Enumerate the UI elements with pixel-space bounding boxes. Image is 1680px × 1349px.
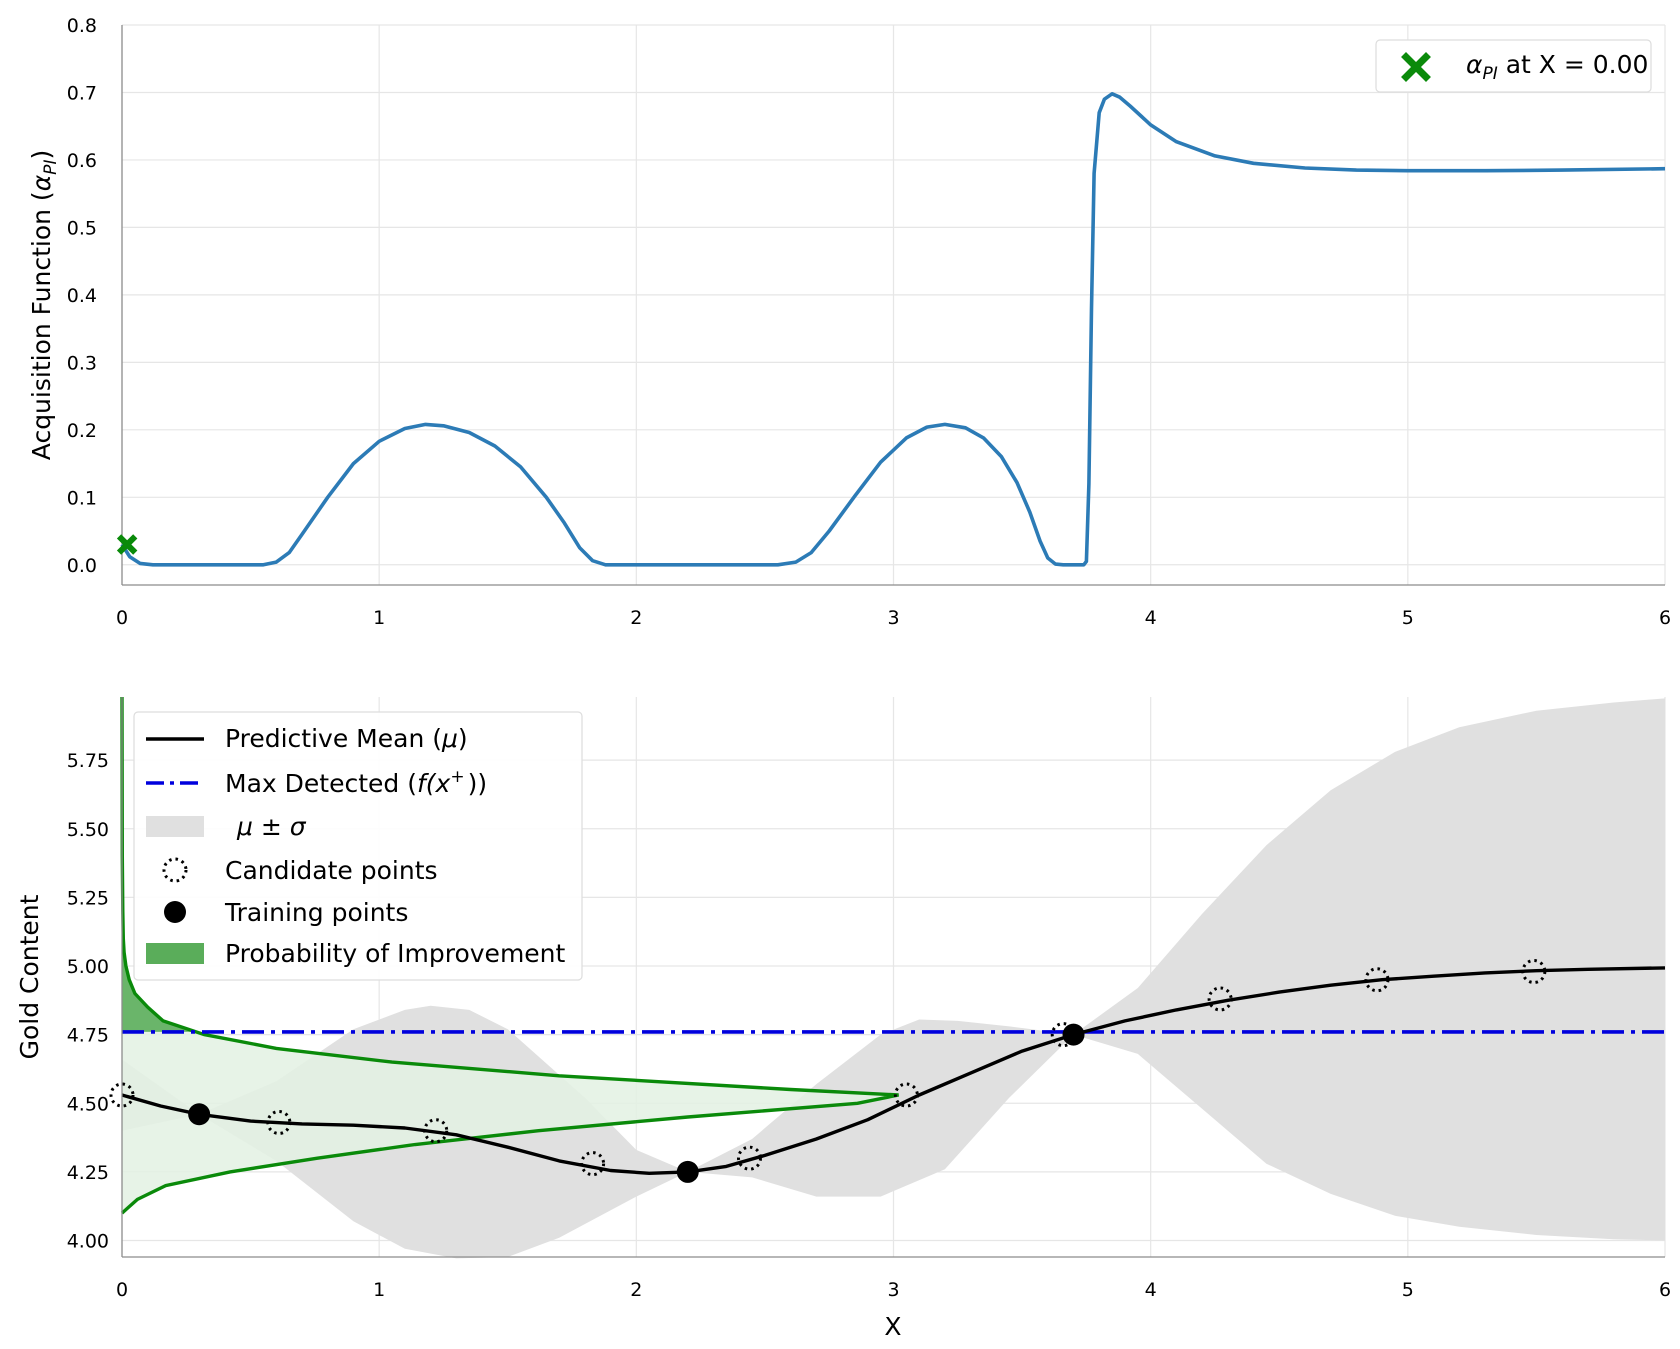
legend-training-label: Training points <box>224 898 408 927</box>
candidate-point <box>736 1145 762 1171</box>
bottom-y-tick-label: 4.75 <box>67 1025 109 1047</box>
legend-candidate-label: Candidate points <box>225 856 438 885</box>
top-x-tick-label: 4 <box>1145 607 1157 629</box>
bottom-legend: Predictive Mean (μ) Max Detected (f(x+))… <box>133 711 583 981</box>
bottom-y-tick-label: 4.25 <box>67 1162 109 1184</box>
top-x-tick-label: 2 <box>630 607 642 629</box>
gp-panel: 0 1 2 3 4 5 64.004.254.504.755.005.255.505.75 … <box>15 696 1671 1341</box>
top-y-tick-label: 0.4 <box>67 285 97 307</box>
pi-density-curve <box>120 696 899 1215</box>
bottom-legend-box <box>133 711 583 981</box>
legend-max-label: Max Detected (f(x+)) <box>225 767 487 798</box>
candidate-point <box>1364 967 1390 993</box>
top-y-tick-label: 0.6 <box>67 150 97 172</box>
bottom-y-tick-label: 5.25 <box>67 887 109 909</box>
bottom-y-axis-label: Gold Content <box>15 894 44 1059</box>
top-legend-label: αPI at X = 0.00 <box>1466 50 1648 84</box>
top-x-tick-label: 1 <box>373 607 385 629</box>
top-y-tick-label: 0.8 <box>67 15 97 37</box>
bottom-y-tick-label: 5.75 <box>67 750 109 772</box>
training-point <box>676 1160 699 1183</box>
top-y-tick-label: 0.7 <box>67 82 97 104</box>
acquisition-max-x-marker <box>116 534 138 555</box>
top-y-tick-label: 0.5 <box>67 217 97 239</box>
top-y-axis-label: Acquisition Function (αPI) <box>27 150 61 460</box>
bottom-y-tick-label: 5.50 <box>67 819 109 841</box>
bottom-x-tick-label: 4 <box>1145 1279 1157 1301</box>
pi-fill-below-max <box>122 1031 899 1214</box>
bottom-ticks: 0 1 2 3 4 5 6 4.00 4.25 4.50 4.75 5.00 5.25 5.50 5.75 <box>67 750 1671 1301</box>
candidate-point <box>1521 959 1547 985</box>
top-y-tick-label: 0.3 <box>67 352 97 374</box>
bottom-x-tick-label: 6 <box>1659 1279 1671 1301</box>
pi-fill-above-max <box>122 697 197 1032</box>
bottom-x-tick-label: 2 <box>630 1279 642 1301</box>
legend-band-icon <box>146 816 204 837</box>
candidate-point <box>1207 986 1233 1012</box>
top-y-tick-label: 0.1 <box>67 487 97 509</box>
candidate-points <box>109 959 1547 1177</box>
bottom-y-tick-label: 4.50 <box>67 1093 109 1115</box>
training-point <box>188 1103 211 1126</box>
bottom-y-tick-label: 4.00 <box>67 1231 109 1253</box>
top-x-tick-label: 5 <box>1402 607 1414 629</box>
legend-mean-label: Predictive Mean (μ) <box>225 724 468 753</box>
bottom-x-axis-label: X <box>884 1312 901 1341</box>
top-x-tick-label: 6 <box>1659 607 1671 629</box>
legend-pi-icon <box>146 943 204 964</box>
legend-training-icon <box>164 901 186 923</box>
top-x-tick-label: 0 <box>116 607 128 629</box>
training-point <box>1062 1023 1085 1046</box>
legend-candidate-icon <box>162 857 188 883</box>
top-legend: αPI at X = 0.00 <box>1375 39 1652 93</box>
acquisition-max-marker <box>116 534 138 555</box>
candidate-point <box>109 1082 135 1108</box>
top-x-tick-label: 3 <box>887 607 899 629</box>
acquisition-panel: 0 1 2 3 4 5 6 0.0 0.1 0.2 0.3 0.4 0.5 0.6 0.7 0.8 Acqui… <box>27 15 1671 629</box>
bottom-x-tick-label: 3 <box>887 1279 899 1301</box>
top-y-tick-label: 0.0 <box>67 555 97 577</box>
training-points <box>188 1023 1085 1183</box>
bottom-x-tick-label: 5 <box>1402 1279 1414 1301</box>
bottom-x-tick-label: 1 <box>373 1279 385 1301</box>
top-ticks: 0 1 2 3 4 5 6 0.0 0.1 0.2 0.3 0.4 0.5 0.6 0.7 0.8 <box>67 15 1671 629</box>
candidate-point <box>893 1082 919 1108</box>
top-grid <box>122 24 1666 585</box>
top-legend-box <box>1375 39 1652 93</box>
candidate-point <box>580 1151 606 1177</box>
legend-x-marker-icon <box>1401 52 1431 82</box>
predictive-mean-curve <box>121 966 1666 1175</box>
top-y-tick-label: 0.2 <box>67 420 97 442</box>
acquisition-curve <box>120 92 1666 567</box>
bottom-y-tick-label: 5.00 <box>67 956 109 978</box>
candidate-point <box>266 1109 292 1135</box>
legend-pi-label: Probability of Improvement <box>225 939 566 968</box>
candidate-point <box>423 1118 449 1144</box>
legend-band-label: μ ± σ <box>236 812 307 841</box>
bottom-x-tick-label: 0 <box>116 1279 128 1301</box>
